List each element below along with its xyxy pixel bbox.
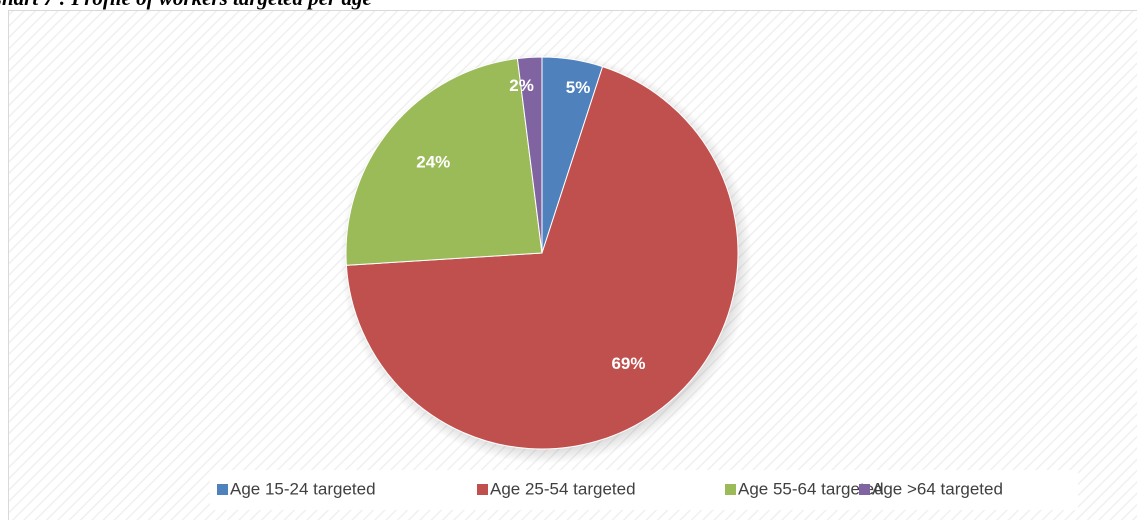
legend-marker xyxy=(217,484,228,495)
data-label: 5% xyxy=(566,78,591,97)
legend-box xyxy=(210,470,1078,510)
pie-slice xyxy=(345,57,543,266)
data-label: 24% xyxy=(416,153,450,172)
legend-marker xyxy=(477,484,488,495)
pie-slice xyxy=(516,56,543,254)
legend-label: Age 55-64 targeted xyxy=(738,479,884,498)
chart-title: Chart 7 : Profile of workers targeted pe… xyxy=(0,0,372,10)
legend-marker xyxy=(725,484,736,495)
legend-marker xyxy=(859,484,870,495)
legend-label: Age 15-24 targeted xyxy=(230,479,376,498)
data-label: 2% xyxy=(509,76,534,95)
legend-label: Age >64 targeted xyxy=(872,479,1003,498)
data-label: 69% xyxy=(611,354,645,373)
legend-label: Age 25-54 targeted xyxy=(490,479,636,498)
pie-slice xyxy=(345,65,739,450)
